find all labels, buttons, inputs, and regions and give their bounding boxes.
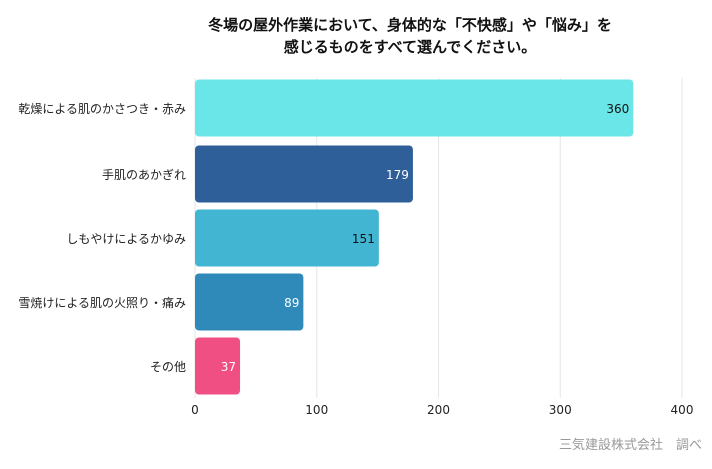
bar-value-label: 360 xyxy=(606,102,629,116)
bar xyxy=(195,273,304,331)
bar xyxy=(195,145,413,203)
x-tick-label: 0 xyxy=(191,403,199,417)
bar xyxy=(195,209,379,267)
bar xyxy=(195,79,634,137)
chart-title: 冬場の屋外作業において、身体的な「不快感」や「悩み」を 感じるものをすべて選んで… xyxy=(150,14,670,58)
x-tick-label: 400 xyxy=(671,403,694,417)
x-tick-label: 100 xyxy=(305,403,328,417)
title-line-1: 冬場の屋外作業において、身体的な「不快感」や「悩み」を xyxy=(208,16,612,34)
bar-value-label: 151 xyxy=(352,232,375,246)
category-label: しもやけによるかゆみ xyxy=(66,232,186,246)
title-line-2: 感じるものをすべて選んでください。 xyxy=(283,38,537,56)
bar-value-label: 37 xyxy=(221,360,236,374)
source-note: 三気建設株式会社 調べ xyxy=(558,438,702,453)
bar xyxy=(195,337,241,395)
category-label: 手肌のあかぎれ xyxy=(102,168,186,182)
category-label: 乾燥による肌のかさつき・赤み xyxy=(18,102,186,116)
x-tick-label: 200 xyxy=(427,403,450,417)
bar-value-label: 89 xyxy=(284,296,299,310)
bar-value-label: 179 xyxy=(386,168,409,182)
category-label: 雪焼けによる肌の火照り・痛み xyxy=(18,295,186,310)
x-tick-label: 300 xyxy=(549,403,572,417)
category-label: その他 xyxy=(150,360,186,374)
